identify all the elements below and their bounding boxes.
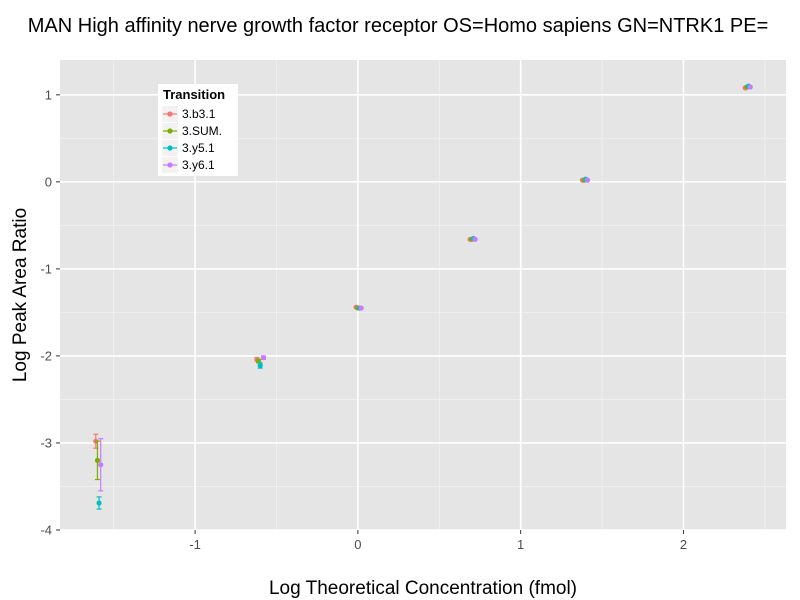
data-point (584, 177, 591, 183)
legend: Transition 3.b3.1 3.SUM. 3.y5.1 3.y6.1 (158, 84, 238, 176)
x-axis-ticks: -1 0 1 2 (189, 530, 687, 552)
legend-label: 3.y5.1 (182, 141, 215, 155)
data-series (93, 83, 753, 510)
y-axis-title: Log Peak Area Ratio (10, 208, 31, 382)
x-tick-label: 2 (680, 537, 687, 552)
legend-item: 3.y5.1 (162, 140, 215, 156)
series-3-y6-1 (98, 84, 753, 492)
legend-label: 3.b3.1 (182, 107, 216, 121)
data-point (98, 462, 104, 468)
y-tick-label: -1 (40, 261, 52, 276)
y-tick-label: -2 (40, 348, 52, 363)
data-point (472, 236, 478, 242)
y-axis-ticks: -4 -3 -2 -1 0 1 (40, 87, 60, 538)
legend-key-point (167, 128, 173, 134)
data-point (257, 362, 263, 369)
y-tick-label: -3 (40, 435, 52, 450)
data-point (96, 500, 102, 506)
x-tick-label: -1 (189, 537, 201, 552)
legend-item: 3.y6.1 (162, 157, 215, 173)
data-point (260, 355, 267, 361)
legend-label: 3.SUM. (182, 124, 222, 138)
y-tick-label: 0 (45, 174, 52, 189)
legend-title: Transition (163, 87, 225, 102)
y-tick-label: 1 (45, 87, 52, 102)
x-axis-title: Log Theoretical Concentration (fmol) (269, 578, 577, 599)
legend-item: 3.b3.1 (162, 106, 216, 122)
legend-key-point (167, 162, 173, 168)
data-point (358, 305, 364, 311)
x-tick-label: 1 (517, 537, 524, 552)
legend-items: 3.b3.1 3.SUM. 3.y5.1 3.y6.1 (162, 106, 222, 173)
data-point (94, 457, 101, 463)
legend-key-point (167, 145, 173, 151)
legend-label: 3.y6.1 (182, 158, 215, 172)
legend-key-point (167, 111, 173, 117)
minor-gridlines (60, 60, 786, 530)
x-tick-label: 0 (354, 537, 361, 552)
legend-item: 3.SUM. (162, 123, 222, 139)
y-tick-label: -4 (40, 523, 52, 538)
data-point (747, 84, 753, 90)
chart-title: MAN High affinity nerve growth factor re… (28, 15, 769, 37)
major-gridlines (60, 60, 786, 531)
